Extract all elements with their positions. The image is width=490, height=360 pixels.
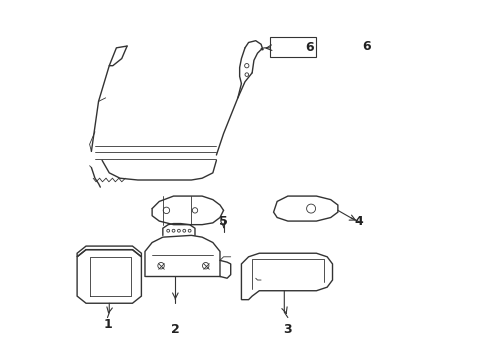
Text: 6: 6 — [362, 40, 371, 53]
Text: 5: 5 — [219, 215, 228, 228]
Text: 6: 6 — [305, 41, 314, 54]
Text: 2: 2 — [171, 323, 180, 336]
Text: 4: 4 — [355, 215, 364, 228]
Text: 1: 1 — [103, 318, 112, 331]
Text: 3: 3 — [284, 323, 292, 336]
FancyBboxPatch shape — [270, 37, 317, 57]
